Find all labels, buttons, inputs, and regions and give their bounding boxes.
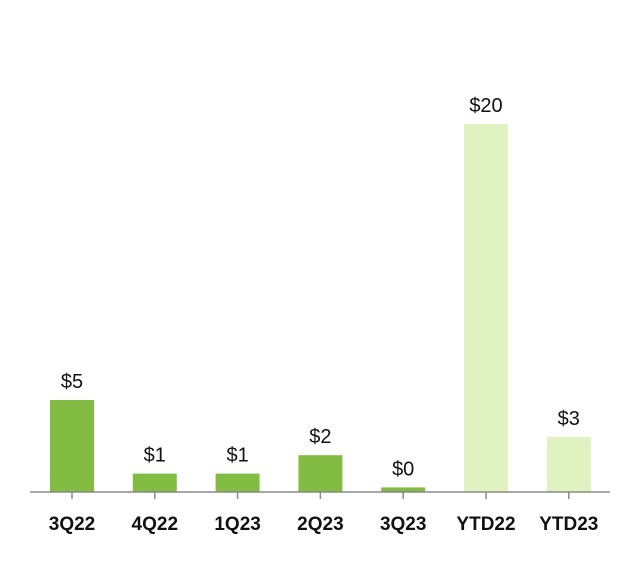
data-label-ytd23: $3 — [558, 408, 580, 430]
data-labels-group: $5 $1 $1 $2 $0 $20 $3 — [61, 95, 580, 480]
bar-4q22 — [132, 473, 177, 492]
tick-label-ytd23: YTD23 — [539, 514, 598, 535]
bar-ytd23 — [546, 436, 591, 492]
tick-label-2q23: 2Q23 — [297, 514, 343, 535]
bar-3q23 — [381, 487, 426, 492]
bar-ytd22 — [464, 124, 508, 492]
data-label-3q23: $0 — [392, 458, 414, 480]
data-label-3q22: $5 — [61, 371, 83, 393]
tick-label-ytd22: YTD22 — [456, 514, 515, 535]
bar-2q23 — [298, 455, 343, 492]
tick-label-3q23: 3Q23 — [380, 514, 426, 535]
data-label-ytd22: $20 — [469, 95, 502, 117]
tick-label-1q23: 1Q23 — [214, 514, 260, 535]
bars-group — [50, 124, 591, 492]
data-label-2q23: $2 — [309, 426, 331, 448]
data-label-1q23: $1 — [226, 445, 248, 467]
bar-1q23 — [215, 473, 260, 492]
data-label-4q22: $1 — [144, 445, 166, 467]
tick-marks-group — [71, 492, 570, 499]
tick-label-3q22: 3Q22 — [49, 514, 95, 535]
tick-labels-group: 3Q22 4Q22 1Q23 2Q23 3Q23 YTD22 YTD23 — [49, 514, 599, 535]
tick-label-4q22: 4Q22 — [132, 514, 178, 535]
bar-3q22 — [50, 400, 94, 492]
